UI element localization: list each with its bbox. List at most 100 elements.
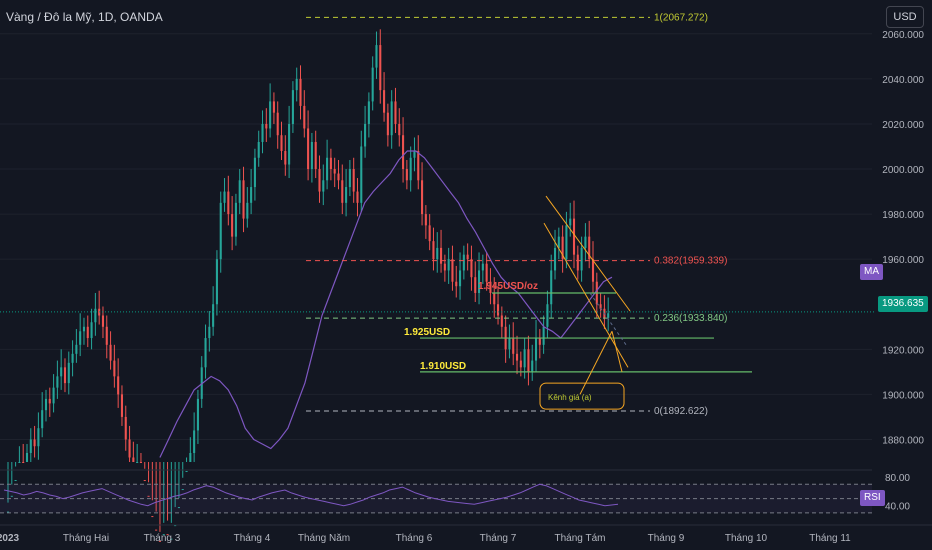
candle [561,225,564,273]
candle-body [37,428,40,447]
candle [470,245,473,291]
candle-body [367,101,370,124]
time-axis-label: Tháng 7 [480,533,517,544]
candle [204,324,207,379]
candle-body [189,452,192,462]
candle-body [63,367,67,384]
candle [436,232,439,273]
candle [105,315,108,359]
candle-body [451,259,454,282]
candle [261,110,264,154]
candle [41,392,44,438]
candle-body [569,218,572,226]
candle-body [79,331,82,345]
candle-body [413,150,416,158]
candle-body [322,180,325,192]
fib-level-0-label: 0(1892.622) [654,406,708,417]
candle-body [155,529,158,531]
candle [379,29,382,104]
candle [474,261,477,302]
price-tick-label: 1920.000 [882,345,924,356]
candle-body [580,247,583,271]
rsi-tick-label: 40.00 [885,502,910,513]
candle [86,315,89,348]
candle [371,56,374,111]
candle-body [166,534,169,536]
candle [553,229,557,280]
candle [212,286,215,336]
candle-body [246,202,249,219]
candle-body [485,263,488,282]
candle-body [402,135,405,170]
candle-body [215,259,218,305]
candle [269,83,272,138]
candle-body [196,398,199,431]
candle-body [113,360,116,377]
candle-body [421,180,424,215]
candle [219,191,222,273]
candle [557,227,560,260]
candle [124,405,127,451]
time-axis-label: Tháng 3 [144,533,181,544]
candle-body [576,254,579,271]
time-axis-label: Tháng 9 [648,533,685,544]
candle [326,139,329,190]
candle-body [561,236,564,260]
candle [413,137,416,172]
fib-level-1-label: 1(2067.272) [654,12,708,23]
candle [542,315,545,354]
candle-body [29,439,32,453]
candle-body [409,157,412,181]
candle [75,329,78,363]
candle-body [534,338,538,361]
candle-body [86,326,89,339]
candle-body [227,191,230,215]
candle [117,358,120,408]
candle-body [341,180,344,203]
candle-body [25,452,29,462]
candle [250,169,253,215]
candle [67,351,70,395]
candle [18,446,21,463]
candle [447,247,450,284]
candle [481,254,484,284]
channel-lower-line [543,222,629,368]
candle-body [291,90,294,124]
candle [242,166,245,233]
level-1945-label: 1.945USD/oz [478,281,538,292]
time-axis-label: Tháng Hai [63,533,109,544]
candle [56,360,59,399]
candle [276,101,279,149]
candle [508,324,511,359]
candle-body [276,112,279,136]
price-tick-label: 1900.000 [882,390,924,401]
candle-body [212,304,215,327]
candle-body [18,462,21,463]
candle [234,193,237,246]
candle-body [356,191,359,203]
candle [394,87,397,133]
candle-body [14,480,17,482]
candle [52,374,55,413]
candle [576,245,579,280]
candle [257,130,260,167]
candle-body [333,169,336,174]
candle [10,462,13,497]
ma-axis-tag: MA [860,264,883,280]
channel-upper-line [545,195,631,312]
candle-body [265,123,268,129]
candle-body [177,507,180,509]
candle-body [41,410,44,429]
candle-body [565,225,568,260]
channel-callout-box [539,382,625,410]
currency-button[interactable]: USD [886,6,924,28]
candle [136,443,139,463]
price-tick-label: 1980.000 [882,210,924,221]
candle-body [299,78,302,106]
candle [432,227,435,271]
candle [405,160,408,190]
candle-body [234,202,237,237]
rsi-tick-label: 80.00 [885,473,910,484]
candle [310,132,313,183]
